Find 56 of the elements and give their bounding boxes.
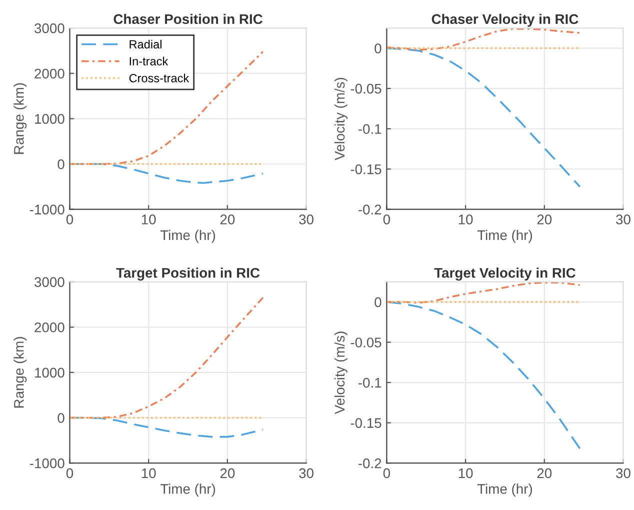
y-tick-label: -1000 [30, 204, 64, 214]
x-tick-label: 30 [299, 468, 314, 478]
y-tick-label: -0.15 [350, 164, 382, 174]
y-axis-title: Velocity (m/s) [334, 78, 348, 160]
chart-title: Chaser Velocity in RIC [432, 14, 578, 27]
y-tick-label: 1000 [35, 368, 64, 378]
x-tick-label: 10 [458, 468, 473, 478]
chart-title: Chaser Position in RIC [114, 14, 262, 24]
x-tick-label: 0 [383, 214, 390, 224]
y-tick-label: 3000 [34, 277, 64, 287]
legend-label: Radial [130, 40, 162, 49]
y-tick-label: 0 [58, 159, 64, 170]
y-tick-label: 2000 [34, 68, 64, 79]
x-tick-label: 0 [383, 468, 390, 478]
y-axis-title: Range (km) [14, 337, 27, 408]
y-tick-label: -0.1 [358, 378, 382, 388]
y-tick-label: -0.1 [358, 124, 382, 134]
line-series [386, 28, 581, 51]
line-series [70, 296, 264, 419]
x-tick-label: 20 [537, 468, 552, 478]
line-series [386, 282, 581, 304]
y-tick-label: -1000 [30, 458, 64, 468]
x-tick-label: 30 [616, 214, 630, 224]
x-tick-label: 20 [220, 468, 235, 478]
x-axis-title: Time (hr) [477, 230, 532, 243]
x-tick-label: 10 [142, 214, 156, 224]
y-tick-label: 0 [58, 413, 64, 423]
x-tick-label: 30 [616, 468, 630, 478]
x-tick-label: 20 [220, 214, 235, 224]
x-tick-label: 0 [66, 468, 74, 478]
y-tick-label: 0 [374, 297, 382, 308]
x-tick-label: 10 [142, 468, 156, 478]
x-axis-title: Time (hr) [160, 230, 216, 243]
y-tick-label: 2000 [34, 322, 64, 332]
chart-title: Target Velocity in RIC [434, 268, 576, 281]
x-tick-label: 30 [299, 214, 314, 224]
chart-title: Target Position in RIC [116, 268, 260, 281]
legend-label: In-track [130, 56, 168, 66]
y-tick-label: -0.05 [350, 338, 382, 348]
line-series [386, 47, 581, 188]
y-axis-title: Velocity (m/s) [334, 332, 348, 414]
x-tick-label: 10 [458, 214, 473, 224]
line-series [70, 50, 264, 165]
y-tick-label: -0.15 [350, 418, 382, 428]
x-tick-label: 0 [66, 214, 74, 224]
x-tick-label: 20 [537, 214, 552, 224]
y-tick-label: -0.2 [358, 204, 382, 214]
legend-label: Cross-track [129, 74, 190, 82]
x-axis-title: Time (hr) [160, 484, 216, 497]
y-tick-label: -0.2 [358, 458, 382, 468]
y-axis-title: Range (km) [14, 83, 27, 154]
y-tick-label: 3000 [34, 23, 64, 34]
x-axis-title: Time (hr) [477, 484, 532, 497]
y-tick-label: -0.05 [350, 84, 382, 94]
y-tick-label: 1000 [35, 114, 64, 124]
y-tick-label: 0 [374, 44, 382, 54]
